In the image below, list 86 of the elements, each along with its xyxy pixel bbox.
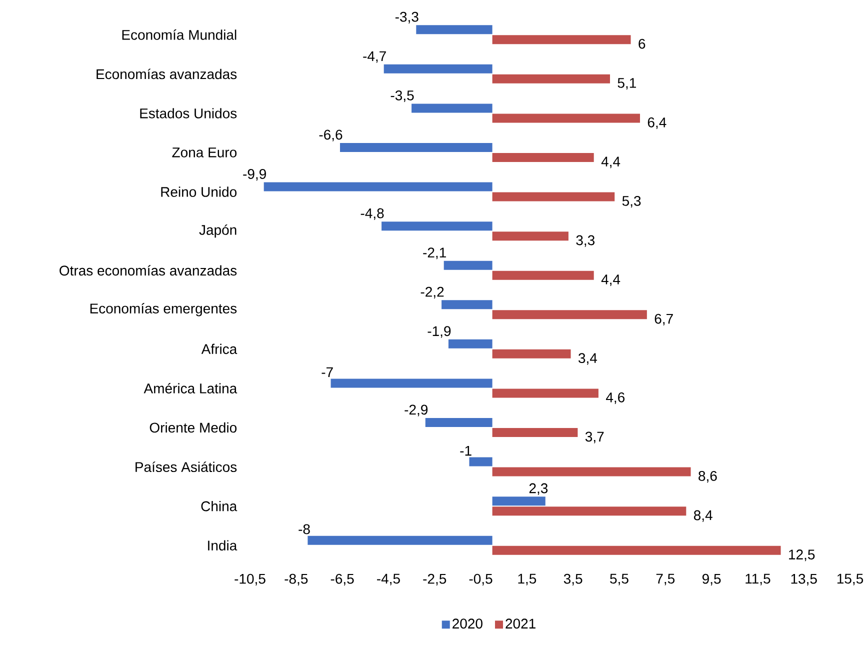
bar bbox=[448, 339, 492, 348]
legend-label: 2020 bbox=[452, 618, 482, 629]
y-tick-label: Japón bbox=[199, 224, 236, 238]
data-label: -9,9 bbox=[243, 169, 266, 181]
bar bbox=[492, 232, 568, 241]
data-label: 3,4 bbox=[578, 353, 598, 365]
y-tick-label: India bbox=[208, 540, 238, 551]
data-label: 3,3 bbox=[576, 235, 595, 247]
bar bbox=[416, 25, 492, 34]
y-tick-label: Economías emergentes bbox=[90, 303, 237, 316]
data-label: -6,6 bbox=[319, 130, 342, 142]
bar bbox=[492, 496, 546, 506]
y-tick-label: China bbox=[201, 500, 238, 512]
data-label: 12,5 bbox=[789, 550, 815, 562]
data-label: 8,4 bbox=[694, 510, 712, 522]
bar bbox=[492, 153, 594, 162]
x-tick-label: -6,5 bbox=[330, 574, 354, 586]
bar bbox=[264, 182, 492, 192]
bar bbox=[492, 310, 647, 320]
bar bbox=[492, 467, 691, 476]
x-tick-label: 3,5 bbox=[564, 574, 582, 586]
y-tick-label: Reino Unido bbox=[161, 186, 237, 197]
bar bbox=[492, 114, 640, 123]
data-label: -1 bbox=[460, 446, 472, 456]
bar bbox=[442, 300, 492, 310]
bar bbox=[412, 104, 492, 113]
x-tick-label: -8,5 bbox=[284, 574, 308, 586]
data-label: -2,2 bbox=[420, 286, 444, 298]
data-label: -4,7 bbox=[363, 51, 386, 63]
data-label: 8,6 bbox=[698, 470, 717, 483]
x-tick-label: 5,5 bbox=[610, 574, 628, 586]
bar bbox=[492, 506, 686, 516]
data-label: -4,8 bbox=[360, 208, 384, 220]
y-tick-label: Economías avanzadas bbox=[96, 68, 237, 80]
bar bbox=[492, 428, 578, 438]
x-tick-label: 9,5 bbox=[702, 574, 721, 586]
x-tick-label: -2,5 bbox=[423, 574, 446, 586]
data-label: -3,5 bbox=[390, 90, 414, 102]
x-tick-label: 1,5 bbox=[518, 574, 536, 586]
data-label: 4,4 bbox=[601, 274, 620, 286]
data-label: 6,7 bbox=[654, 314, 673, 326]
bar bbox=[492, 546, 781, 555]
data-label: 4,6 bbox=[606, 392, 625, 404]
y-tick-label: Economía Mundial bbox=[122, 29, 236, 40]
y-tick-label: Oriente Medio bbox=[150, 422, 237, 433]
data-label: -2,9 bbox=[404, 404, 428, 416]
y-tick-label: Otras economías avanzadas bbox=[60, 265, 237, 276]
data-label: -8 bbox=[298, 524, 310, 534]
data-label: 4,4 bbox=[601, 156, 620, 168]
y-tick-label: Países Asiáticos bbox=[136, 462, 237, 472]
data-label: 3,7 bbox=[585, 432, 604, 444]
bar bbox=[308, 536, 492, 545]
x-tick-label: -10,5 bbox=[234, 574, 266, 586]
x-tick-label: 13,5 bbox=[791, 574, 817, 586]
y-tick-label: América Latina bbox=[144, 382, 238, 394]
bar bbox=[492, 270, 594, 280]
data-label: -1,9 bbox=[428, 326, 451, 338]
legend-label: 2021 bbox=[506, 618, 536, 629]
data-label: 5,1 bbox=[618, 78, 636, 90]
y-tick-label: Africa bbox=[201, 344, 238, 354]
x-tick-label: 11,5 bbox=[746, 574, 770, 586]
x-tick-label: -0,5 bbox=[469, 574, 492, 586]
bar bbox=[425, 418, 492, 428]
y-tick-label: Estados Unidos bbox=[140, 108, 237, 118]
data-label: 6 bbox=[638, 38, 646, 49]
x-tick-label: 15,5 bbox=[837, 574, 864, 586]
bar bbox=[384, 64, 492, 74]
bar bbox=[492, 349, 571, 358]
data-label: 6,4 bbox=[648, 117, 666, 129]
bar bbox=[492, 35, 631, 44]
data-label: -3,3 bbox=[395, 12, 418, 24]
bar bbox=[382, 222, 492, 231]
bar bbox=[492, 74, 610, 84]
bar bbox=[340, 143, 492, 152]
bar bbox=[492, 192, 615, 202]
bar bbox=[492, 388, 598, 398]
data-label: 5,3 bbox=[622, 196, 641, 208]
bar bbox=[444, 260, 492, 270]
data-label: -7 bbox=[322, 367, 333, 378]
bar bbox=[330, 378, 492, 388]
data-label: 2,3 bbox=[529, 483, 548, 495]
x-tick-label: -4,5 bbox=[377, 574, 400, 586]
y-tick-label: Zona Euro bbox=[172, 148, 237, 158]
bar bbox=[469, 457, 492, 466]
data-label: -2,1 bbox=[423, 248, 446, 260]
x-tick-label: 7,5 bbox=[656, 574, 675, 586]
